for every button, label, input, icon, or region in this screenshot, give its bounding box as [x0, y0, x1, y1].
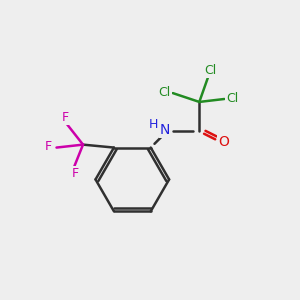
Text: F: F	[62, 111, 69, 124]
Text: N: N	[160, 123, 170, 137]
Text: Cl: Cl	[204, 64, 217, 77]
Text: Cl: Cl	[226, 92, 239, 105]
Text: H: H	[149, 118, 158, 130]
Text: F: F	[72, 167, 79, 180]
Text: O: O	[218, 135, 229, 149]
Text: Cl: Cl	[158, 86, 171, 99]
Text: F: F	[45, 140, 52, 154]
